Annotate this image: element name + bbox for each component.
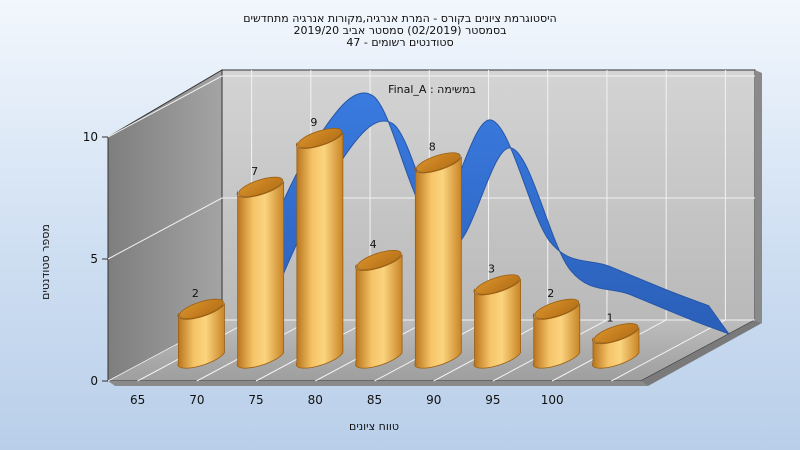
x-tick-label-3: 80 (308, 393, 323, 407)
data-label-6: 2 (547, 287, 554, 300)
chart-title-line-1: היסטוגרמת ציונים בקורס - המרת אנרגיה,מקו… (243, 12, 557, 25)
y-tick-label-0: 0 (90, 374, 98, 388)
bar-100 (592, 323, 640, 369)
data-label-1: 7 (251, 165, 258, 178)
bar-top-3 (356, 249, 402, 271)
bar-body-3 (355, 253, 403, 369)
bar-70 (236, 176, 285, 369)
vgridline-6 (492, 70, 608, 382)
data-label-5: 3 (488, 263, 495, 276)
x-tick-labels: 65 70 75 80 85 90 95 100 (130, 393, 564, 407)
y-tick-labels: 0 5 10 (83, 130, 108, 388)
x-tick-label-2: 75 (248, 393, 263, 407)
chart-subtitle: Final_A : במשימה (388, 83, 476, 96)
x-axis-title: טווח ציונים (349, 420, 399, 433)
bar-top-0 (179, 298, 224, 320)
bar-body-5 (473, 277, 521, 369)
back-wall-edge (755, 70, 762, 323)
gridline-2 (107, 75, 755, 138)
chart-title-line-2: בסמסטר (02/2019) סמסטר אביב 2019/20 (293, 24, 507, 37)
bar-top-5 (475, 274, 520, 295)
x-tick-label-5: 90 (426, 393, 441, 407)
bar-95 (532, 298, 581, 369)
bar-body-2 (295, 131, 344, 369)
y-tick-label-2: 10 (83, 130, 98, 144)
bar-top-6 (534, 298, 580, 320)
bar-body-4 (414, 155, 462, 369)
bar-body-1 (236, 180, 285, 369)
data-label-4: 8 (429, 141, 436, 154)
y-axis-title: מספר סטודנטים (39, 224, 52, 300)
y-tick-label-1: 5 (90, 252, 98, 266)
bar-top-7 (593, 323, 639, 344)
bar-85 (414, 152, 462, 369)
bar-top-4 (415, 152, 461, 173)
bar-top-2 (297, 127, 343, 149)
vgridline-7 (551, 70, 667, 382)
bar-80 (355, 249, 403, 369)
data-label-0: 2 (192, 287, 199, 300)
bar-65 (177, 298, 225, 369)
floor-edge (108, 381, 648, 386)
chart-title-line-3: סטודנטים רשומים - 47 (346, 36, 454, 49)
bar-90 (473, 274, 521, 369)
bar-body-7 (592, 326, 640, 369)
bars (177, 127, 640, 369)
bar-body-0 (177, 302, 225, 369)
data-labels: 2 7 9 4 8 3 2 1 (192, 116, 614, 324)
floor-right-edge (641, 320, 762, 386)
bar-75 (295, 127, 344, 369)
x-tick-label-6: 95 (485, 393, 500, 407)
data-label-3: 4 (370, 238, 377, 251)
bar-body-6 (532, 302, 581, 369)
x-tick-label-1: 70 (189, 393, 204, 407)
bar-top-1 (238, 176, 284, 198)
x-tick-label-4: 85 (367, 393, 382, 407)
vgridline-8 (611, 70, 726, 382)
data-label-7: 1 (606, 311, 613, 324)
x-tick-label-0: 65 (130, 393, 145, 407)
x-tick-label-7: 100 (541, 393, 564, 407)
gridline-1 (107, 197, 755, 260)
data-label-2: 9 (310, 116, 317, 129)
